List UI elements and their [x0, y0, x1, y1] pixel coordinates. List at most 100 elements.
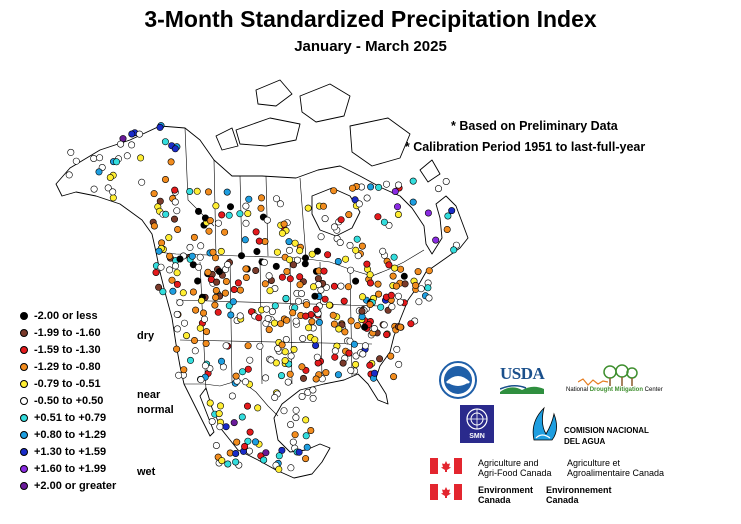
station-dot: [242, 202, 250, 210]
station-dot: [308, 318, 316, 326]
station-dot: [227, 311, 235, 319]
station-dot: [292, 317, 300, 325]
station-dot: [67, 148, 75, 156]
station-dot: [442, 178, 450, 186]
station-dot: [65, 171, 73, 179]
station-dot: [167, 158, 175, 166]
station-dot: [298, 392, 306, 400]
station-dot: [206, 399, 214, 407]
station-dot: [183, 332, 191, 340]
station-dot: [176, 299, 184, 307]
station-dot: [201, 362, 209, 370]
station-dot: [204, 268, 212, 276]
station-dot: [305, 324, 313, 332]
station-dot: [275, 465, 283, 473]
station-dot: [155, 283, 163, 291]
station-dot: [205, 227, 213, 235]
station-dot: [265, 326, 273, 334]
ec-fr-line1: Environnement: [546, 485, 612, 495]
legend-item: +1.60 to +1.99: [6, 461, 106, 477]
station-dot: [96, 154, 104, 162]
station-dot: [389, 272, 397, 280]
station-dot: [308, 250, 316, 258]
station-dot: [195, 263, 203, 271]
station-dot: [298, 363, 306, 371]
station-dot: [297, 290, 305, 298]
calibration-note: ** Calibration Period 1951 to last-full-…: [400, 140, 646, 154]
station-dot: [434, 185, 442, 193]
station-dot: [382, 180, 390, 188]
station-dot: [301, 260, 309, 268]
station-dot: [267, 356, 275, 364]
station-dot: [324, 251, 332, 259]
station-dot: [304, 204, 312, 212]
station-dot: [138, 178, 146, 186]
legend-swatch: [20, 448, 28, 456]
station-dot: [257, 194, 265, 202]
station-dot: [296, 281, 304, 289]
station-dot: [215, 410, 223, 418]
station-dot: [242, 219, 250, 227]
station-dot: [173, 269, 181, 277]
station-dot: [90, 155, 98, 163]
station-dot: [228, 392, 236, 400]
station-dot: [232, 372, 240, 380]
conagua-text: COMISION NACIONAL DEL AGUA: [564, 425, 649, 447]
station-dot: [303, 443, 311, 451]
station-dot: [255, 237, 263, 245]
conagua-line1: COMISION NACIONAL: [564, 426, 649, 435]
station-dot: [393, 203, 401, 211]
station-dot: [212, 202, 220, 210]
station-dot: [162, 210, 170, 218]
station-dot: [366, 300, 374, 308]
conagua-logo: [532, 406, 557, 441]
station-dot: [377, 303, 385, 311]
station-dot: [299, 374, 307, 382]
station-dot: [262, 449, 270, 457]
station-dot: [229, 298, 237, 306]
station-dot: [161, 138, 169, 146]
station-dot: [280, 220, 288, 228]
station-dot: [162, 176, 170, 184]
station-dot: [346, 241, 354, 249]
station-dot: [392, 282, 400, 290]
station-dot: [242, 378, 250, 386]
station-dot: [366, 271, 374, 279]
station-dot: [246, 428, 254, 436]
station-dot: [238, 252, 246, 260]
station-dot: [172, 262, 180, 270]
station-dot: [194, 277, 202, 285]
conagua-line2: DEL AGUA: [564, 437, 606, 446]
station-dot: [196, 324, 204, 332]
station-dot: [299, 335, 307, 343]
station-dot: [244, 402, 252, 410]
station-dot: [391, 264, 399, 272]
station-dot: [287, 352, 295, 360]
station-dot: [266, 287, 274, 295]
station-dot: [191, 347, 199, 355]
station-dot: [214, 308, 222, 316]
station-dot: [212, 293, 220, 301]
station-points: [65, 122, 460, 473]
station-dot: [394, 181, 402, 189]
station-dot: [244, 342, 252, 350]
station-dot: [314, 359, 322, 367]
legend-item: +1.30 to +1.59: [6, 444, 106, 460]
legend-label: -0.79 to -0.51: [34, 378, 101, 390]
legend-category-wet: wet: [137, 466, 156, 478]
station-dot: [252, 438, 260, 446]
station-dot: [106, 174, 114, 182]
station-dot: [387, 352, 395, 360]
station-dot: [282, 335, 290, 343]
station-dot: [272, 359, 280, 367]
station-dot: [334, 257, 342, 265]
station-dot: [95, 168, 103, 176]
station-dot: [150, 190, 158, 198]
station-dot: [285, 238, 293, 246]
legend-swatch: [20, 431, 28, 439]
station-dot: [375, 183, 383, 191]
station-dot: [352, 277, 360, 285]
station-dot: [347, 366, 355, 374]
station-dot: [352, 360, 360, 368]
ec-en-text: Environment Canada: [478, 485, 533, 505]
